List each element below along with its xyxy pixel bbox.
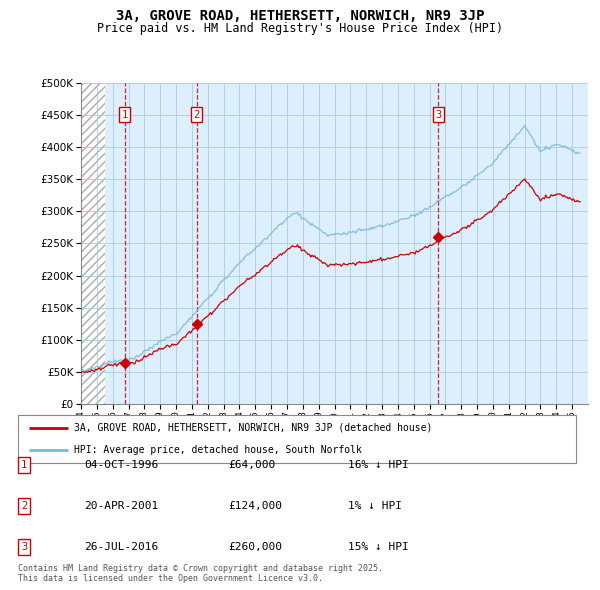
Text: Contains HM Land Registry data © Crown copyright and database right 2025.
This d: Contains HM Land Registry data © Crown c… (18, 563, 383, 583)
Bar (81, 83, 105, 404)
Text: 1% ↓ HPI: 1% ↓ HPI (348, 501, 402, 511)
Text: 26-JUL-2016: 26-JUL-2016 (84, 542, 158, 552)
Text: Price paid vs. HM Land Registry's House Price Index (HPI): Price paid vs. HM Land Registry's House … (97, 22, 503, 35)
Text: 04-OCT-1996: 04-OCT-1996 (84, 460, 158, 470)
Text: £64,000: £64,000 (228, 460, 275, 470)
Text: 3A, GROVE ROAD, HETHERSETT, NORWICH, NR9 3JP (detached house): 3A, GROVE ROAD, HETHERSETT, NORWICH, NR9… (74, 423, 432, 433)
Text: 1: 1 (21, 460, 27, 470)
Text: 20-APR-2001: 20-APR-2001 (84, 501, 158, 511)
Text: 2: 2 (21, 501, 27, 511)
Text: 16% ↓ HPI: 16% ↓ HPI (348, 460, 409, 470)
Text: 2: 2 (194, 110, 200, 120)
Text: £124,000: £124,000 (228, 501, 282, 511)
Text: 15% ↓ HPI: 15% ↓ HPI (348, 542, 409, 552)
Text: 3: 3 (435, 110, 442, 120)
Text: HPI: Average price, detached house, South Norfolk: HPI: Average price, detached house, Sout… (74, 445, 362, 455)
Text: 3: 3 (21, 542, 27, 552)
Text: £260,000: £260,000 (228, 542, 282, 552)
Text: 1: 1 (121, 110, 128, 120)
Text: 3A, GROVE ROAD, HETHERSETT, NORWICH, NR9 3JP: 3A, GROVE ROAD, HETHERSETT, NORWICH, NR9… (116, 9, 484, 23)
